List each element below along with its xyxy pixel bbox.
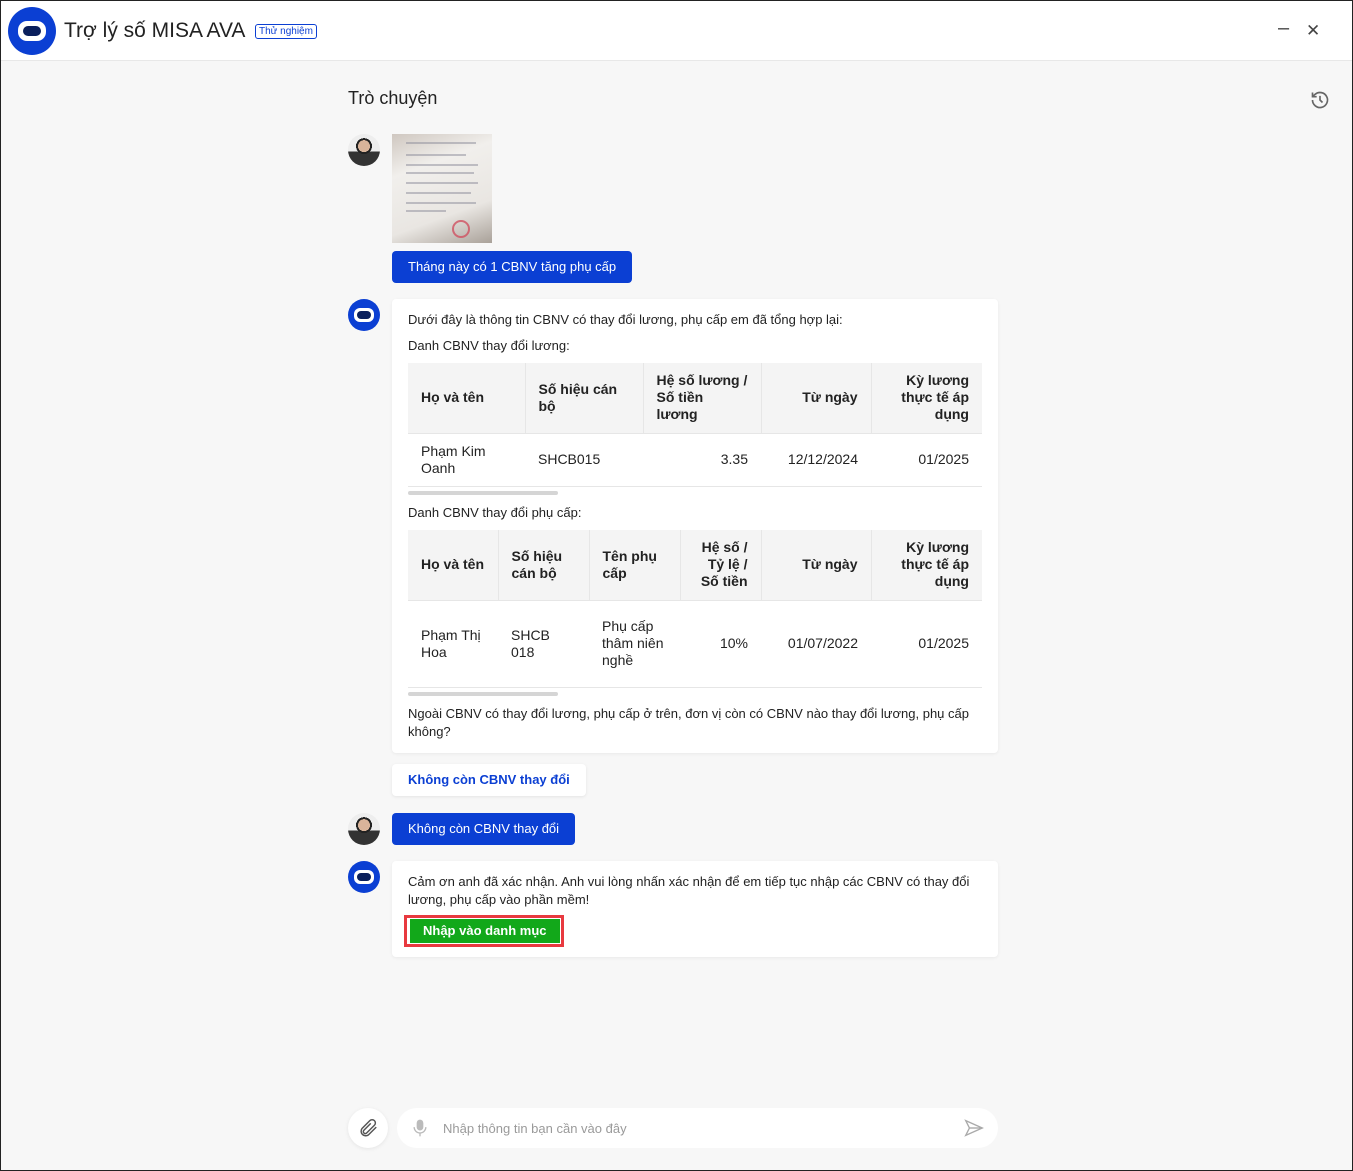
col-header: Số hiệu cán bộ	[498, 530, 590, 601]
table-row: Phạm Thị Hoa SHCB 018 Phụ cấp thâm niên …	[408, 600, 982, 688]
cell-name: Phạm Thị Hoa	[408, 600, 498, 688]
microphone-icon[interactable]	[410, 1117, 430, 1139]
beta-badge: Thử nghiệm	[255, 24, 317, 39]
ava-logo-icon	[8, 7, 56, 55]
app-header: Trợ lý số MISA AVA Thử nghiệm – ✕	[1, 1, 1352, 61]
col-header: Hệ số / Tỷ lệ / Số tiền	[680, 530, 762, 601]
bot-question-text: Ngoài CBNV có thay đổi lương, phụ cấp ở …	[408, 706, 969, 739]
suggestion-chip[interactable]: Không còn CBNV thay đổi	[392, 764, 586, 796]
col-header: Từ ngày	[761, 530, 872, 601]
col-header: Hệ số lương / Số tiền lương	[643, 363, 762, 434]
table-row: Phạm Kim Oanh SHCB015 3.35 12/12/2024 01…	[408, 433, 982, 487]
user-avatar	[348, 813, 380, 845]
user-message: Tháng này có 1 CBNV tăng phụ cấp	[392, 251, 633, 283]
bot-message-card: Cảm ơn anh đã xác nhận. Anh vui lòng nhấ…	[392, 861, 998, 957]
chat-title: Trò chuyện	[348, 88, 438, 108]
horizontal-scrollbar[interactable]	[408, 692, 558, 696]
close-button[interactable]: ✕	[1306, 21, 1321, 40]
user-avatar	[348, 134, 380, 166]
bot-message-card: Dưới đây là thông tin CBNV có thay đổi l…	[392, 299, 998, 753]
col-header: Từ ngày	[761, 363, 872, 434]
history-icon[interactable]	[1310, 90, 1330, 110]
cell-code: SHCB015	[525, 433, 643, 487]
attach-button[interactable]	[348, 1108, 388, 1148]
paperclip-icon	[360, 1119, 377, 1137]
col-header: Tên phụ cấp	[589, 530, 681, 601]
salary-list-label: Danh CBNV thay đổi lương:	[408, 338, 570, 353]
message-input[interactable]	[443, 1118, 943, 1138]
allowance-list-label: Danh CBNV thay đổi phụ cấp:	[408, 505, 582, 520]
bot-avatar	[348, 861, 380, 893]
app-title: Trợ lý số MISA AVA	[64, 19, 246, 42]
allowance-table: Họ và tên Số hiệu cán bộ Tên phụ cấp Hệ …	[408, 530, 982, 688]
cell-from-date: 12/12/2024	[761, 433, 871, 487]
col-header: Kỳ lương thực tế áp dụng	[871, 530, 982, 601]
col-header: Họ và tên	[408, 530, 499, 601]
cell-name: Phạm Kim Oanh	[408, 433, 525, 487]
cell-code: SHCB 018	[498, 600, 589, 688]
horizontal-scrollbar[interactable]	[408, 491, 558, 495]
salary-table: Họ và tên Số hiệu cán bộ Hệ số lương / S…	[408, 363, 982, 487]
minimize-button[interactable]: –	[1278, 17, 1290, 39]
col-header: Số hiệu cán bộ	[525, 363, 644, 434]
col-header: Kỳ lương thực tế áp dụng	[871, 363, 982, 434]
uploaded-document-image[interactable]	[392, 134, 492, 243]
cell-rate: 10%	[680, 600, 761, 688]
bot-confirm-text: Cảm ơn anh đã xác nhận. Anh vui lòng nhấ…	[408, 874, 970, 907]
col-header: Họ và tên	[408, 363, 526, 434]
cell-coefficient: 3.35	[643, 433, 761, 487]
bot-avatar	[348, 299, 380, 331]
import-to-catalog-button[interactable]: Nhập vào danh mục	[404, 915, 564, 947]
cell-from-date: 01/07/2022	[761, 600, 871, 688]
import-button-label: Nhập vào danh mục	[408, 919, 560, 943]
user-message: Không còn CBNV thay đổi	[392, 813, 576, 845]
cell-period: 01/2025	[871, 600, 982, 688]
bot-intro-text: Dưới đây là thông tin CBNV có thay đổi l…	[408, 312, 843, 327]
message-composer	[397, 1108, 998, 1148]
cell-period: 01/2025	[871, 433, 982, 487]
send-icon[interactable]	[963, 1117, 985, 1139]
cell-allowance-name: Phụ cấp thâm niên nghề	[589, 600, 680, 688]
